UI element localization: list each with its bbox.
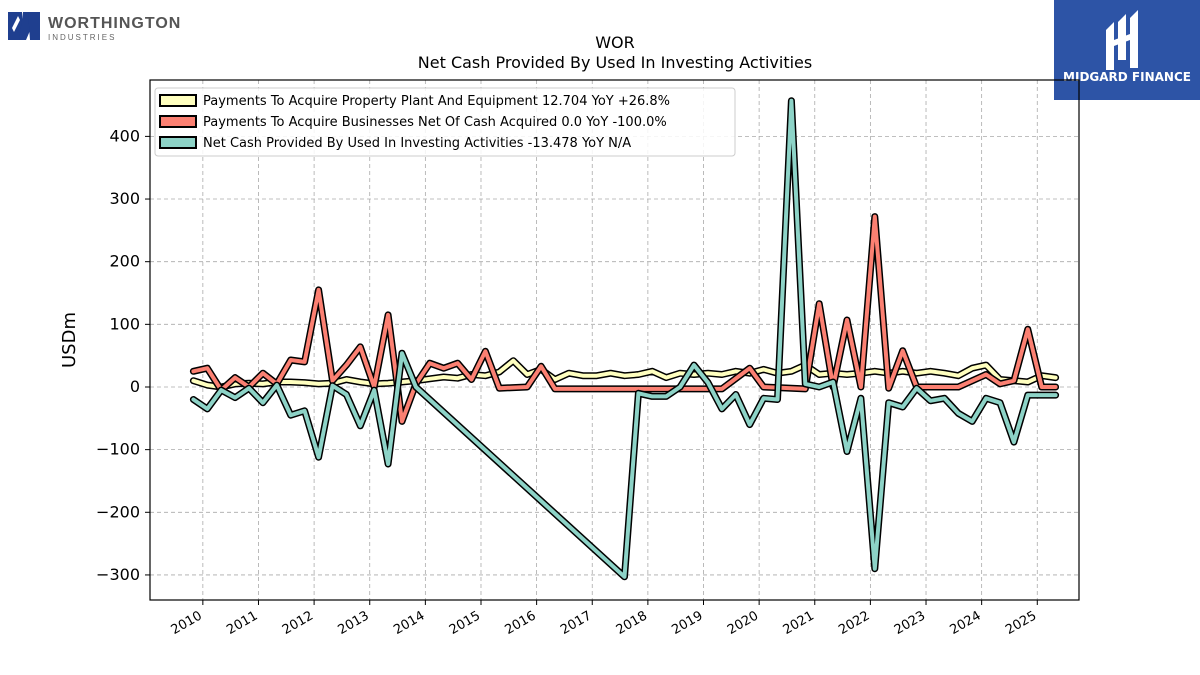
midgard-logo-mark-icon: MIDGARD FINANCE xyxy=(1063,10,1191,84)
x-tick-label: 2021 xyxy=(781,608,817,638)
worthington-logo: WORTHINGTON INDUSTRIES xyxy=(8,12,181,42)
y-tick-label: 300 xyxy=(109,189,140,208)
legend-swatch-1 xyxy=(159,94,197,107)
x-tick-label: 2016 xyxy=(502,608,538,638)
x-tick-label: 2017 xyxy=(558,608,594,638)
x-tick-label: 2010 xyxy=(169,608,205,638)
x-tick-label: 2012 xyxy=(280,608,316,638)
series-lines xyxy=(189,97,1060,581)
x-tick-label: 2018 xyxy=(614,608,650,638)
y-axis-label: USDm xyxy=(59,312,80,368)
midgard-finance-logo: MIDGARD FINANCE xyxy=(1054,0,1200,100)
x-tick-label: 2024 xyxy=(947,608,983,638)
x-tick-label: 2019 xyxy=(669,608,705,638)
legend-swatch-2 xyxy=(159,115,197,128)
chart-subtitle: Net Cash Provided By Used In Investing A… xyxy=(418,53,812,72)
legend-box xyxy=(154,87,736,157)
x-tick-label: 2015 xyxy=(447,608,483,638)
x-axis: 2010 2011 2012 2013 2014 2015 2016 2017 2018 2019… xyxy=(169,600,1039,638)
legend: Payments To Acquire Property Plant And E… xyxy=(154,87,736,157)
x-tick-label: 2014 xyxy=(391,608,427,638)
legend-label-1: Payments To Acquire Property Plant And E… xyxy=(203,94,670,109)
y-tick-label: 400 xyxy=(109,126,140,145)
worthington-logo-mark-icon xyxy=(8,12,40,40)
legend-label-3: Net Cash Provided By Used In Investing A… xyxy=(203,136,631,151)
x-tick-label: 2013 xyxy=(336,608,372,638)
legend-label-2: Payments To Acquire Businesses Net Of Ca… xyxy=(203,115,667,130)
y-tick-label: 100 xyxy=(109,314,140,333)
y-tick-label: −300 xyxy=(96,565,140,584)
legend-swatch-3 xyxy=(159,136,197,149)
y-tick-label: 0 xyxy=(130,377,140,396)
x-tick-label: 2022 xyxy=(836,608,872,638)
y-axis: −300 −200 −100 0 100 200 300 400 xyxy=(96,126,150,584)
chart-title: WOR xyxy=(595,33,635,52)
worthington-logo-name: WORTHINGTON xyxy=(48,15,181,32)
x-tick-label: 2011 xyxy=(224,608,260,638)
x-tick-label: 2025 xyxy=(1003,608,1039,638)
x-tick-label: 2023 xyxy=(892,608,928,638)
y-tick-label: −200 xyxy=(96,502,140,521)
midgard-logo-name: MIDGARD FINANCE xyxy=(1063,70,1191,84)
grid-lines xyxy=(150,80,1079,600)
x-tick-label: 2020 xyxy=(725,608,761,638)
y-tick-label: −100 xyxy=(96,440,140,459)
plot-frame xyxy=(149,79,1080,601)
series-line-3 xyxy=(191,98,1058,579)
worthington-logo-sub: INDUSTRIES xyxy=(48,33,116,42)
y-tick-label: 200 xyxy=(109,252,140,271)
